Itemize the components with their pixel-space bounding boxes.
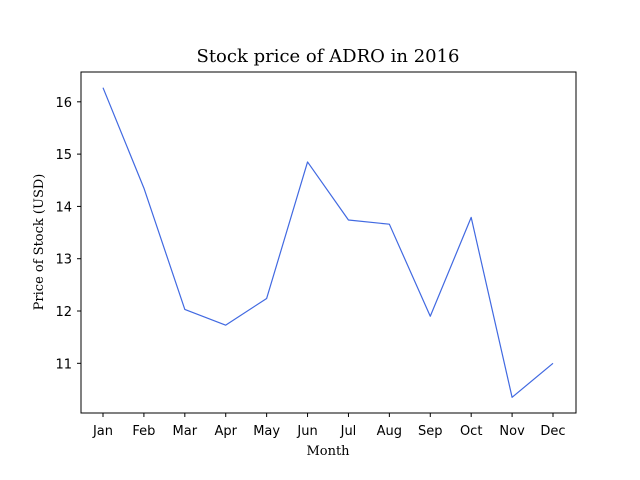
x-tick-label: Apr	[214, 424, 237, 439]
y-tick-label: 15	[55, 148, 72, 163]
y-tick-label: 14	[55, 200, 72, 215]
chart-title: Stock price of ADRO in 2016	[196, 46, 459, 67]
y-tick-label: 13	[55, 253, 72, 268]
x-tick-label: May	[253, 424, 280, 439]
series-group	[102, 87, 554, 398]
x-tick-label: Aug	[377, 424, 402, 439]
y-tick-label: 16	[55, 96, 72, 111]
x-tick-label: Oct	[460, 424, 482, 439]
y-tick-label: 11	[55, 357, 72, 372]
y-axis-ticks: 11 12 13 14 15 16	[55, 96, 81, 372]
x-tick-label: Jun	[296, 424, 317, 439]
y-axis-label: Price of Stock (USD)	[32, 174, 47, 311]
x-axis-label: Month	[306, 444, 350, 459]
x-tick-label: Mar	[173, 424, 198, 439]
x-tick-label: Nov	[499, 424, 525, 439]
plot-area	[80, 71, 577, 414]
x-tick-label: Jan	[92, 424, 113, 439]
x-tick-label: Feb	[132, 424, 155, 439]
x-tick-label: Jul	[340, 424, 357, 439]
series-line	[102, 87, 554, 398]
x-axis-ticks: Jan Feb Mar Apr May Jun Jul Aug Sep Oct Nov Dec	[92, 413, 566, 439]
x-tick-label: Dec	[540, 424, 565, 439]
x-tick-label: Sep	[418, 424, 443, 439]
y-tick-label: 12	[55, 305, 72, 320]
